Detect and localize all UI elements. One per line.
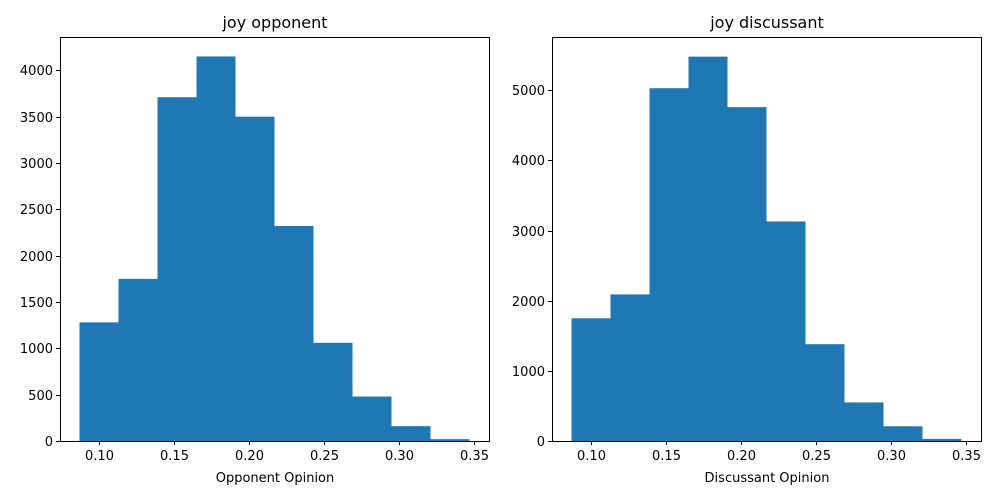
histogram-bar <box>610 294 650 441</box>
y-tick-label: 1000 <box>512 365 545 380</box>
histogram-bar <box>649 88 689 441</box>
histogram-bar <box>157 97 197 441</box>
y-tick-label: 1500 <box>20 296 53 311</box>
y-tick-label: 3000 <box>512 225 545 240</box>
x-tick-label: 0.15 <box>652 449 681 464</box>
histogram-bar <box>805 344 845 441</box>
y-tick-label: 5000 <box>512 84 545 99</box>
histogram-bar <box>571 318 611 441</box>
histogram-panel-joy-opponent: joy opponent 0.10 0.15 0.20 0.25 0.30 0.35 0 5… <box>20 13 490 486</box>
x-tick-label: 0.20 <box>727 449 756 464</box>
x-tick-label: 0.25 <box>802 449 831 464</box>
x-tick-label: 0.15 <box>160 449 189 464</box>
histogram-panel-joy-discussant: joy discussant 0.10 0.15 0.20 0.25 0.30 0.35 … <box>512 13 982 486</box>
bars-group <box>571 56 962 442</box>
histogram-bar <box>430 439 470 441</box>
y-tick-label: 1000 <box>20 342 53 357</box>
histogram-bar <box>196 56 236 442</box>
histogram-bar <box>922 438 962 441</box>
bars-group <box>79 56 470 442</box>
plot-frame <box>60 37 490 442</box>
x-axis-ticks: 0.10 0.15 0.20 0.25 0.30 0.35 <box>85 441 489 464</box>
x-tick-label: 0.10 <box>85 449 114 464</box>
x-tick-label: 0.20 <box>235 449 264 464</box>
x-tick-label: 0.10 <box>577 449 606 464</box>
x-tick-label: 0.35 <box>952 449 981 464</box>
x-axis-label: Discussant Opinion <box>705 471 830 486</box>
y-tick-label: 500 <box>28 389 53 404</box>
x-tick-label: 0.25 <box>310 449 339 464</box>
histogram-bar <box>766 221 806 441</box>
histogram-bar <box>274 226 314 441</box>
y-tick-label: 2500 <box>20 203 53 218</box>
histogram-bar <box>391 426 431 441</box>
x-axis-ticks: 0.10 0.15 0.20 0.25 0.30 0.35 <box>577 441 981 464</box>
histogram-bar <box>313 342 353 441</box>
histogram-bar <box>727 107 767 441</box>
histogram-bar <box>352 396 392 441</box>
histogram-bar <box>883 426 923 441</box>
y-tick-label: 4000 <box>20 64 53 79</box>
plot-frame <box>552 37 982 442</box>
y-tick-label: 3000 <box>20 157 53 172</box>
x-tick-label: 0.30 <box>385 449 414 464</box>
x-tick-label: 0.35 <box>460 449 489 464</box>
chart-title: joy discussant <box>709 13 824 32</box>
y-axis-ticks: 0 500 1000 1500 2000 2500 3000 3500 4000 <box>20 64 60 450</box>
y-tick-label: 3500 <box>20 111 53 126</box>
histogram-bar <box>235 116 275 441</box>
histogram-bar <box>79 322 119 441</box>
y-tick-label: 0 <box>537 435 545 450</box>
y-tick-label: 2000 <box>512 295 545 310</box>
histogram-bar <box>688 56 728 442</box>
y-tick-label: 0 <box>45 435 53 450</box>
histogram-bar <box>118 278 158 441</box>
y-tick-label: 2000 <box>20 250 53 265</box>
x-axis-label: Opponent Opinion <box>216 471 335 486</box>
y-axis-ticks: 0 1000 2000 3000 4000 5000 <box>512 84 552 450</box>
y-tick-label: 4000 <box>512 154 545 169</box>
x-tick-label: 0.30 <box>877 449 906 464</box>
histogram-bar <box>844 402 884 441</box>
chart-title: joy opponent <box>221 13 327 32</box>
